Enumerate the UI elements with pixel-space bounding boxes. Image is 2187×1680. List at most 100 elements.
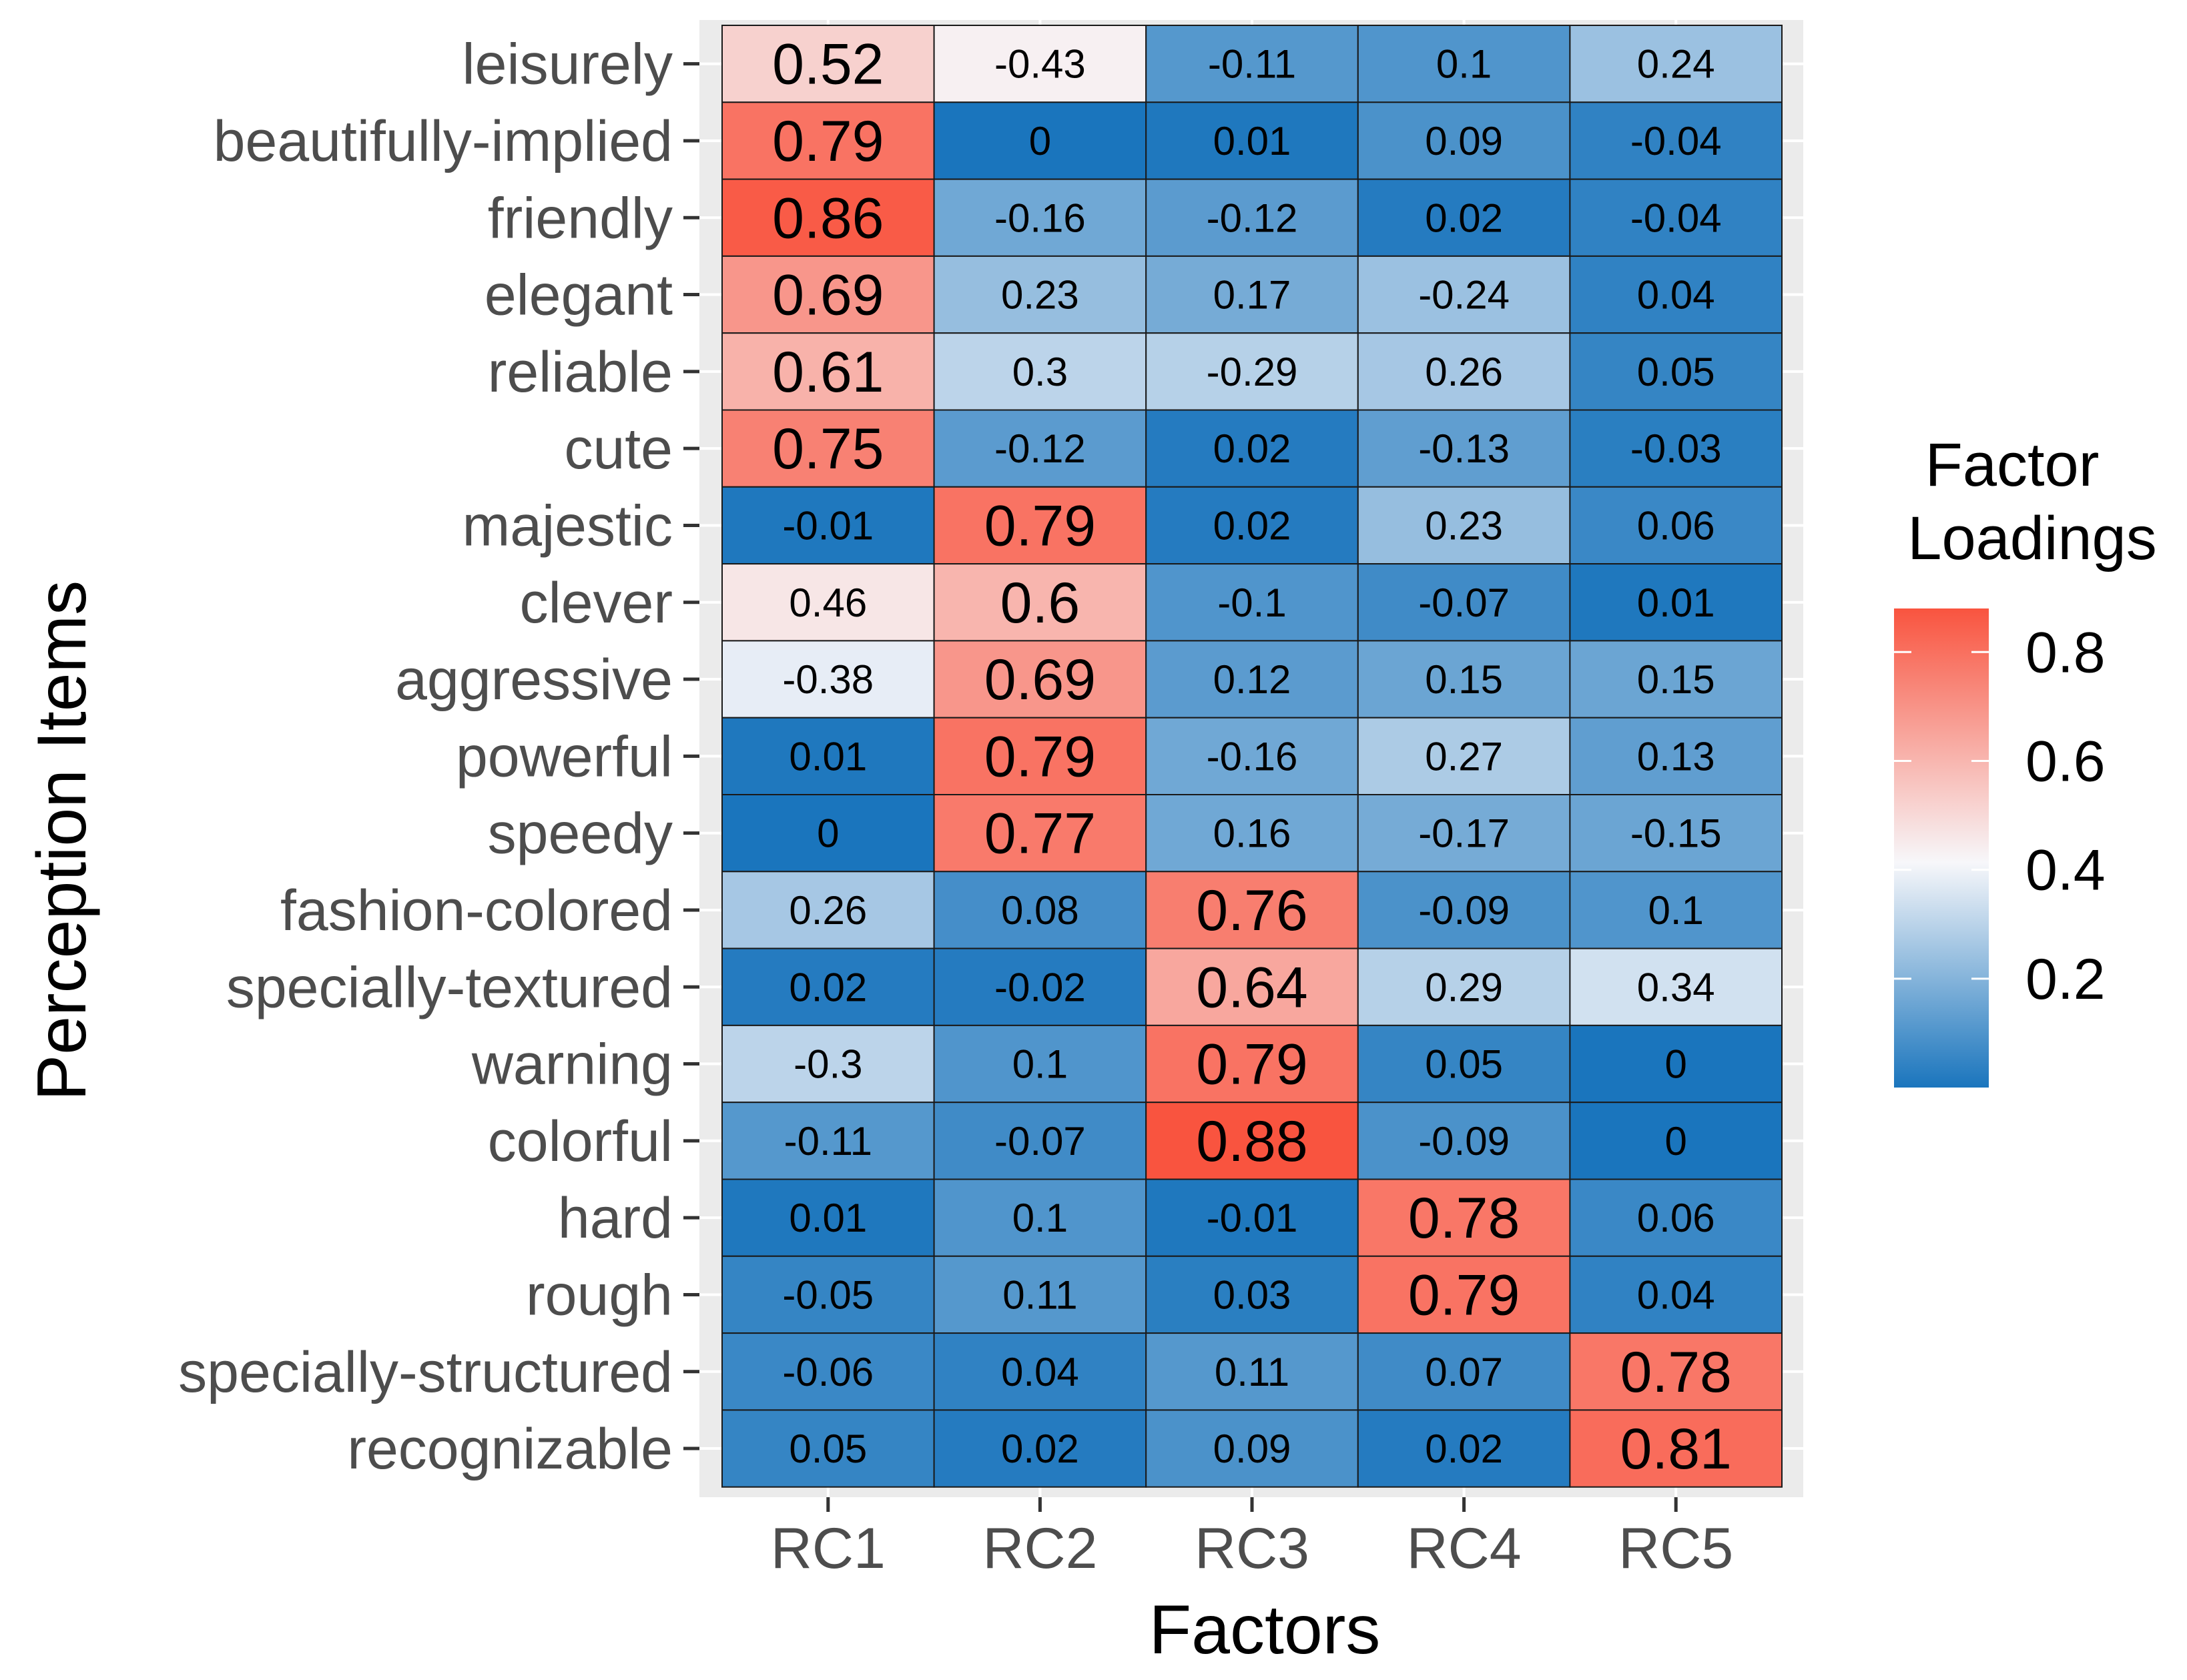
cell-value-label: 0.81	[1620, 1417, 1732, 1481]
heatmap-cell	[933, 1024, 1147, 1104]
heatmap-cell	[1569, 563, 1783, 642]
legend-tick-label: 0.2	[2025, 947, 2106, 1011]
heatmap-cell	[933, 178, 1147, 257]
heatmap-cell	[1569, 1409, 1783, 1488]
heatmap-cell	[1357, 1024, 1571, 1104]
heatmap-cell	[721, 871, 935, 949]
cell-value-label: -0.15	[1630, 811, 1722, 856]
y-tick-label: beautifully-implied	[214, 109, 673, 173]
cell-value-label: 0	[817, 811, 839, 856]
heatmap-cell	[1569, 947, 1783, 1026]
heatmap-cell	[1357, 101, 1571, 180]
cell-value-label: -0.43	[994, 42, 1086, 87]
cell-value-label: 0.09	[1425, 119, 1503, 163]
heatmap-cell	[933, 332, 1147, 411]
heatmap-cell	[1357, 409, 1571, 488]
cell-value-label: 0.79	[1408, 1263, 1520, 1327]
cell-value-label: 0.23	[1001, 273, 1079, 318]
heatmap-cell	[1569, 794, 1783, 873]
cell-value-label: -0.07	[1418, 580, 1510, 625]
cell-value-label: 0.3	[1012, 350, 1068, 394]
cell-value-label: -0.1	[1217, 580, 1286, 625]
heatmap-cell	[933, 1102, 1147, 1180]
y-tick-label: elegant	[485, 264, 673, 328]
cell-value-label: -0.04	[1630, 119, 1722, 163]
x-tick-label: RC1	[771, 1517, 886, 1581]
heatmap-cell	[1145, 101, 1359, 180]
legend-tick-label: 0.4	[2025, 839, 2106, 903]
cell-value-label: -0.12	[1207, 195, 1298, 240]
cell-value-label: 0.79	[984, 725, 1096, 789]
cell-value-label: 0.01	[1637, 580, 1715, 625]
y-axis-title: Perception Items	[23, 580, 101, 1101]
cell-value-label: 0.61	[772, 340, 884, 404]
heatmap-cell	[721, 1102, 935, 1180]
cell-value-label: 0.01	[789, 734, 867, 779]
cell-value-label: -0.11	[1208, 42, 1296, 87]
heatmap-cell	[933, 25, 1147, 103]
cell-value-label: 0.15	[1637, 657, 1715, 702]
cell-value-label: 0.64	[1196, 955, 1307, 1019]
cell-value-label: -0.01	[782, 503, 874, 548]
y-tick-label: fashion-colored	[280, 879, 673, 943]
cell-value-label: 0.69	[984, 648, 1096, 712]
heatmap-cell	[933, 717, 1147, 795]
y-tick-label: colorful	[488, 1110, 673, 1174]
heatmap-cell	[721, 1409, 935, 1488]
cell-value-label: 0.02	[789, 965, 867, 1009]
legend-ticks: 0.8 0.6 0.4 0.2	[1894, 620, 2106, 1011]
y-tick-label: majestic	[462, 494, 673, 558]
heatmap-cell	[1357, 1332, 1571, 1411]
heatmap-cell	[933, 409, 1147, 488]
heatmap-cell	[1357, 1409, 1571, 1488]
heatmap-cell	[1569, 1024, 1783, 1104]
x-tick-label: RC4	[1407, 1517, 1522, 1581]
cell-value-label: -0.16	[1207, 734, 1298, 779]
x-tick-label: RC3	[1195, 1517, 1309, 1581]
heatmap-cell	[1145, 25, 1359, 103]
cell-value-label: 0.1	[1012, 1196, 1068, 1240]
heatmap-cell	[933, 1178, 1147, 1257]
cell-value-label: 0.04	[1637, 1272, 1715, 1317]
heatmap-cell	[1569, 332, 1783, 411]
heatmap-cell	[1145, 1178, 1359, 1257]
cell-value-label: 0	[1665, 1119, 1687, 1164]
cell-value-label: 0.02	[1213, 503, 1291, 548]
cell-value-label: 0.09	[1213, 1426, 1291, 1471]
cell-value-label: 0.17	[1213, 273, 1291, 318]
cell-value-label: -0.13	[1418, 426, 1510, 471]
cell-value-label: -0.02	[994, 965, 1086, 1009]
heatmap-cell	[933, 640, 1147, 719]
y-tick-label: recognizable	[347, 1417, 673, 1481]
cell-value-label: 0.05	[789, 1426, 867, 1471]
cell-value-label: 0.02	[1425, 1426, 1503, 1471]
cell-value-label: 0.26	[789, 888, 867, 933]
cell-value-label: 0	[1665, 1042, 1687, 1087]
y-tick-label: cute	[564, 417, 673, 481]
cell-value-label: 0.78	[1408, 1186, 1520, 1250]
heatmap-cell	[721, 486, 935, 565]
heatmap-cell	[933, 1409, 1147, 1488]
heatmap-cell	[1569, 640, 1783, 719]
heatmap-cell	[721, 1255, 935, 1334]
x-axis-title: Factors	[1149, 1591, 1381, 1669]
cell-value-label: -0.17	[1418, 811, 1510, 856]
heatmap-cell	[1145, 255, 1359, 334]
cell-value-label: 0.02	[1425, 195, 1503, 240]
heatmap-cell	[1145, 563, 1359, 642]
cell-value-label: -0.03	[1630, 426, 1722, 471]
cell-value-label: 0.79	[1196, 1033, 1307, 1097]
y-tick-label: leisurely	[462, 33, 673, 97]
cell-value-label: 0.75	[772, 417, 884, 481]
heatmap-cell	[721, 947, 935, 1026]
cell-value-label: 0.86	[772, 186, 884, 250]
cell-value-label: 0.52	[772, 33, 884, 97]
cell-value-label: 0.79	[772, 109, 884, 173]
cell-value-label: 0.34	[1637, 965, 1715, 1009]
heatmap-cell	[933, 101, 1147, 180]
y-tick-label: speedy	[488, 802, 673, 866]
cell-value-label: 0.04	[1001, 1350, 1079, 1394]
cell-value-label: 0.15	[1425, 657, 1503, 702]
y-axis: leisurely beautifully-implied friendly eleg…	[178, 33, 699, 1481]
